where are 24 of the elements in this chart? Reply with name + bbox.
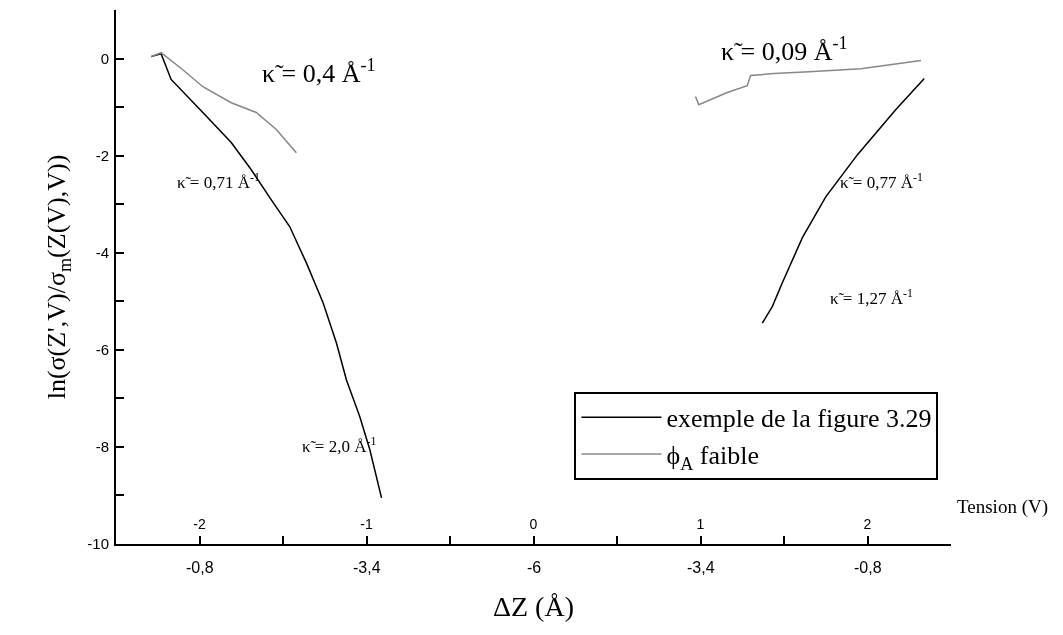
y-tick-label: -10 <box>87 535 109 553</box>
y-tick-label: -2 <box>95 146 109 164</box>
text: -3,4 <box>353 559 381 576</box>
annotation: κ̃ = 0,09 Å$^{-1}$ <box>721 33 848 66</box>
text: -0,8 <box>854 559 882 576</box>
x-axis-title: Tension (V) <box>957 496 1049 518</box>
y-tick-label: -8 <box>95 438 109 456</box>
y-tick-label: -6 <box>95 341 109 359</box>
x-tick-label: -1 <box>360 515 373 532</box>
text: -6 <box>527 559 542 576</box>
legend-label: exemple de la figure 3.29 <box>666 404 932 434</box>
x-tick-label: -2 <box>193 515 206 532</box>
annotation: κ̃ = 1,27 Å$^{-1}$ <box>830 286 913 309</box>
x-tick-label: 2 <box>863 515 872 532</box>
x-tick-label: 1 <box>696 515 705 532</box>
x-tick-label: 0 <box>529 515 538 532</box>
text: -3,4 <box>687 559 715 576</box>
text: -0,8 <box>186 559 214 576</box>
y-tick-label: -4 <box>95 243 109 261</box>
y-tick-label: 0 <box>100 49 109 67</box>
annotation: κ̃ = 0,77 Å$^{-1}$ <box>840 170 923 193</box>
text: ΔZ (Å) <box>493 591 574 622</box>
annotation: κ̃ = 0,4 Å$^{-1}$ <box>262 55 376 88</box>
legend-label: ϕ$_{A}$ faible <box>666 441 759 474</box>
